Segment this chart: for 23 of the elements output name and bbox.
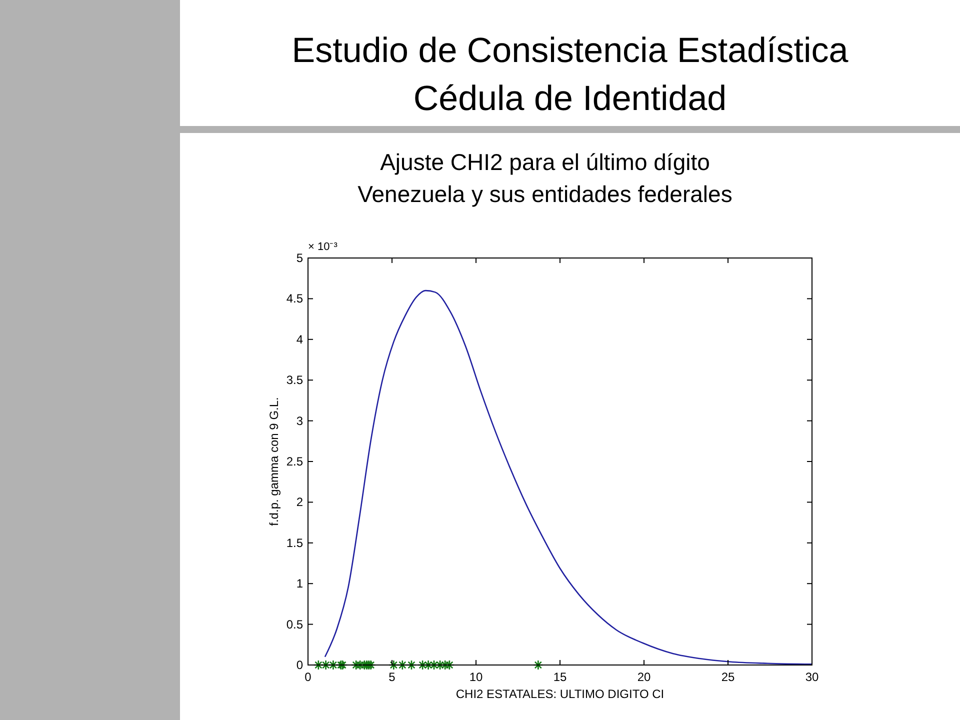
y-tick-label: 3 bbox=[296, 414, 304, 428]
x-tick-label: 25 bbox=[721, 670, 735, 684]
x-axis-title: CHI2 ESTATALES: ULTIMO DIGITO CI bbox=[456, 687, 664, 701]
y-tick-label: 0 bbox=[296, 658, 304, 672]
x-tick-label: 0 bbox=[304, 670, 312, 684]
chart-subtitle: Ajuste CHI2 para el último dígito Venezuela y sus entidades federales bbox=[358, 149, 732, 207]
x-tick-label: 30 bbox=[805, 670, 819, 684]
x-tick-label: 15 bbox=[553, 670, 567, 684]
y-tick-label: 4 bbox=[296, 332, 304, 346]
y-tick-label: 1.5 bbox=[286, 536, 304, 550]
y-tick-label: 0.5 bbox=[286, 617, 304, 632]
y-tick-label: 1 bbox=[296, 576, 304, 591]
y-axis-title: f.d.p. gamma con 9 G.L. bbox=[267, 397, 281, 526]
text: × 10⁻³ bbox=[308, 241, 338, 253]
chart-title: Estudio de Consistencia Estadística Cédula de Identidad bbox=[292, 31, 849, 118]
y-tick-label: 5 bbox=[296, 251, 304, 265]
y-tick-label: 3.5 bbox=[286, 373, 304, 388]
x-tick-label: 5 bbox=[388, 670, 396, 684]
x-tick-label: 20 bbox=[637, 670, 651, 684]
x-tick-label: 10 bbox=[469, 670, 483, 684]
y-tick-label: 2.5 bbox=[286, 454, 304, 468]
y-tick-label: 4.5 bbox=[286, 292, 304, 306]
y-tick-label: 2 bbox=[296, 495, 304, 510]
